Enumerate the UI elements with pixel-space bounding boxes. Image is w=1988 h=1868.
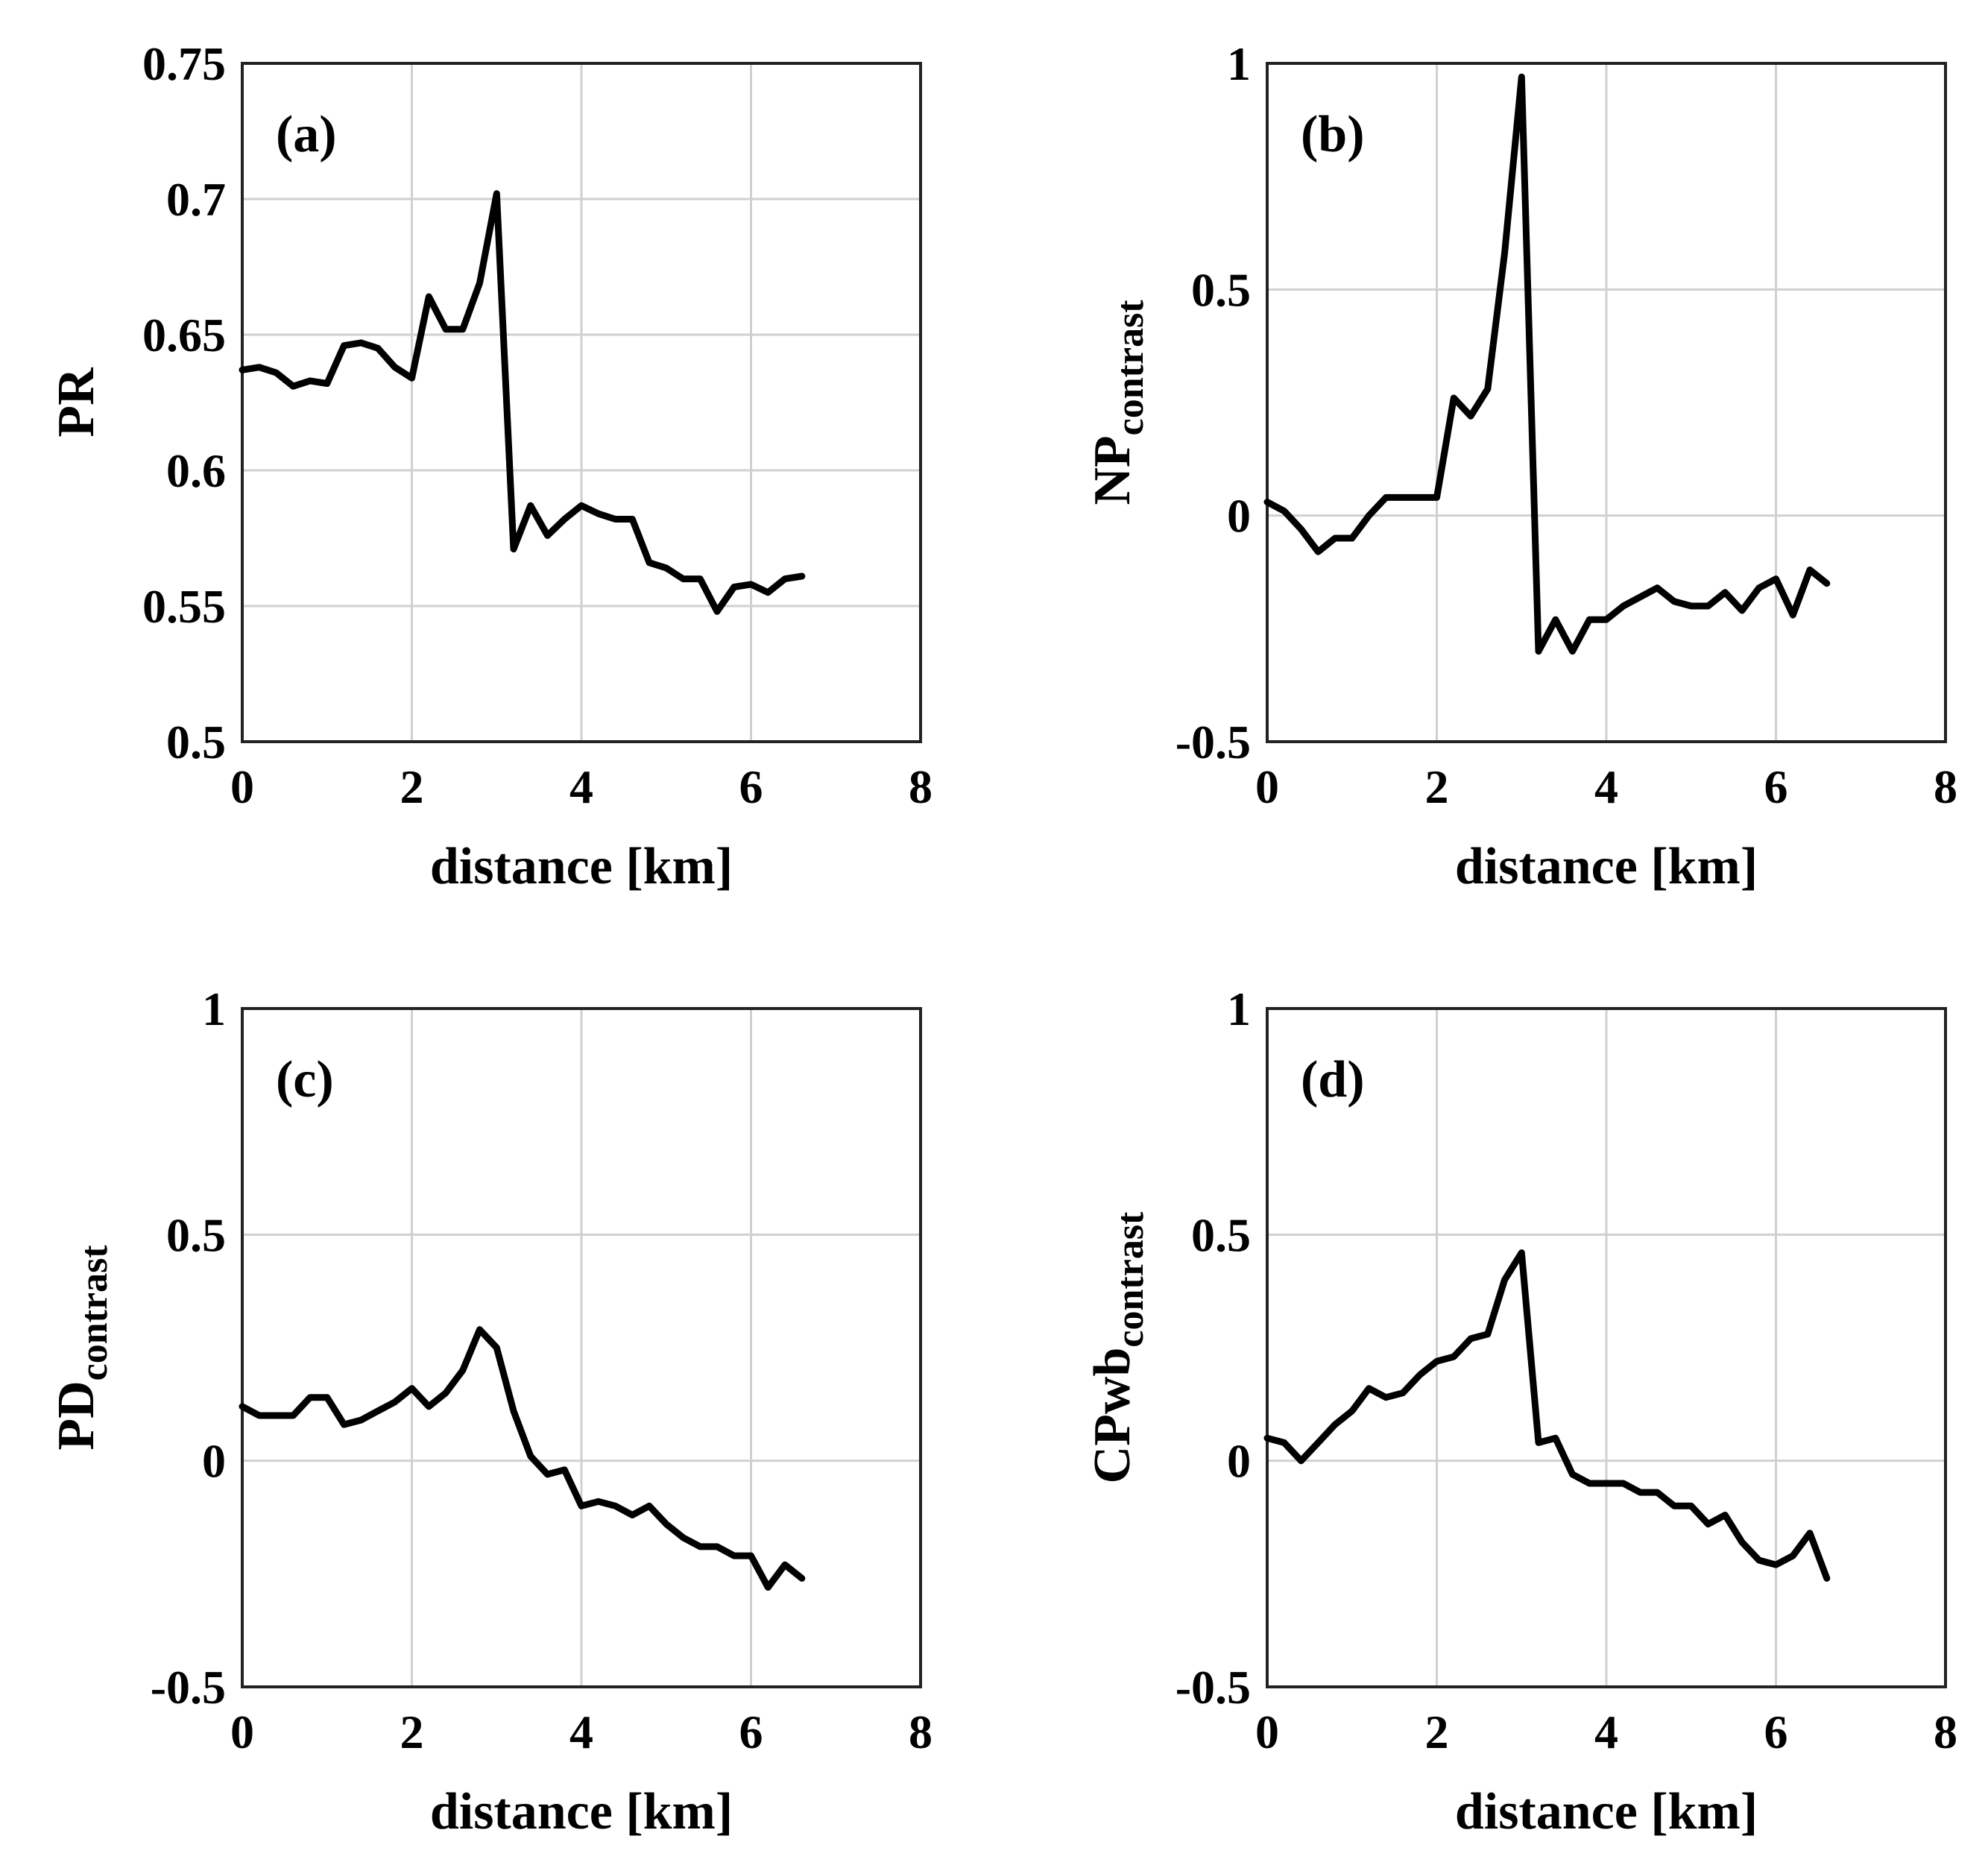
y-axis-label: CPwbcontrast	[1084, 1211, 1152, 1483]
x-tick-label: 4	[1594, 760, 1618, 813]
data-series-line	[1263, 73, 1831, 655]
y-axis-label-main: PD	[48, 1381, 105, 1450]
x-tick-label: 0	[1255, 1706, 1279, 1758]
x-tick-label: 8	[1934, 1706, 1957, 1758]
x-tick-label: 2	[400, 760, 424, 813]
x-tick-label: 0	[230, 1706, 254, 1758]
y-tick-label: 0.6	[166, 444, 226, 497]
x-axis-label: distance [km]	[1455, 1783, 1758, 1840]
x-tick-label: 6	[1764, 1706, 1788, 1758]
y-tick-label: 1	[1227, 982, 1251, 1035]
y-axis-label-main: PR	[48, 367, 105, 438]
y-tick-label: 0.5	[1191, 1208, 1251, 1261]
x-tick-label: 0	[230, 760, 254, 813]
plot-area-frame	[1266, 62, 1947, 743]
x-tick-label: 0	[1255, 760, 1279, 813]
x-tick-label: 6	[1764, 760, 1788, 813]
data-series-line	[239, 1326, 806, 1591]
y-tick-label: 0.75	[142, 37, 226, 90]
y-axis-label: PDcontrast	[48, 1245, 116, 1451]
x-axis-label: distance [km]	[1455, 838, 1758, 895]
y-tick-label: 0	[1227, 490, 1251, 543]
data-series-line	[1263, 1249, 1831, 1582]
panel-label: (d)	[1301, 1051, 1365, 1108]
y-axis-label: NPcontrast	[1084, 300, 1152, 505]
x-tick-label: 8	[1934, 760, 1957, 813]
x-tick-label: 4	[569, 760, 593, 813]
plot-area-frame	[241, 1007, 922, 1688]
x-axis-label: distance [km]	[430, 1783, 733, 1840]
panel-label: (b)	[1301, 106, 1365, 163]
y-tick-label: 1	[1227, 37, 1251, 90]
x-tick-label: 4	[569, 1706, 593, 1758]
x-tick-label: 2	[400, 1706, 424, 1758]
y-tick-label: 0.5	[166, 716, 226, 769]
y-tick-label: 0	[1227, 1435, 1251, 1488]
plot-area-frame	[241, 62, 922, 743]
panel-a: 0 2 4 6 8 0.5 0.55 0.6 0.65 0.7 0.75 distance [km] P…	[48, 37, 933, 895]
y-tick-label: 0.55	[142, 580, 226, 633]
x-tick-label: 2	[1425, 1706, 1449, 1758]
y-tick-label: -0.5	[151, 1661, 226, 1714]
y-axis-label-subscript: contrast	[1109, 300, 1152, 436]
x-axis-label: distance [km]	[430, 838, 733, 895]
y-tick-label: 0	[202, 1435, 226, 1488]
y-axis-label-main: NP	[1084, 435, 1141, 505]
y-tick-label: -0.5	[1176, 716, 1251, 769]
y-tick-label: 0.7	[166, 173, 226, 226]
panel-label: (c)	[276, 1051, 334, 1108]
x-tick-label: 6	[739, 760, 763, 813]
x-tick-label: 8	[909, 1706, 933, 1758]
y-tick-label: 0.5	[1191, 263, 1251, 316]
data-series-line	[239, 190, 806, 615]
y-axis-label: PR	[48, 367, 105, 438]
x-tick-label: 2	[1425, 760, 1449, 813]
y-tick-label: 0.65	[142, 309, 226, 362]
plot-area-frame	[1266, 1007, 1947, 1688]
y-axis-label-subscript: contrast	[1109, 1211, 1152, 1348]
y-tick-label: -0.5	[1176, 1661, 1251, 1714]
x-tick-label: 6	[739, 1706, 763, 1758]
x-tick-label: 8	[909, 760, 933, 813]
panel-label: (a)	[276, 106, 337, 163]
y-axis-label-main: CPwb	[1084, 1348, 1141, 1484]
y-axis-label-subscript: contrast	[73, 1245, 116, 1381]
x-tick-label: 4	[1594, 1706, 1618, 1758]
y-tick-label: 0.5	[166, 1208, 226, 1261]
y-tick-label: 1	[202, 982, 226, 1035]
